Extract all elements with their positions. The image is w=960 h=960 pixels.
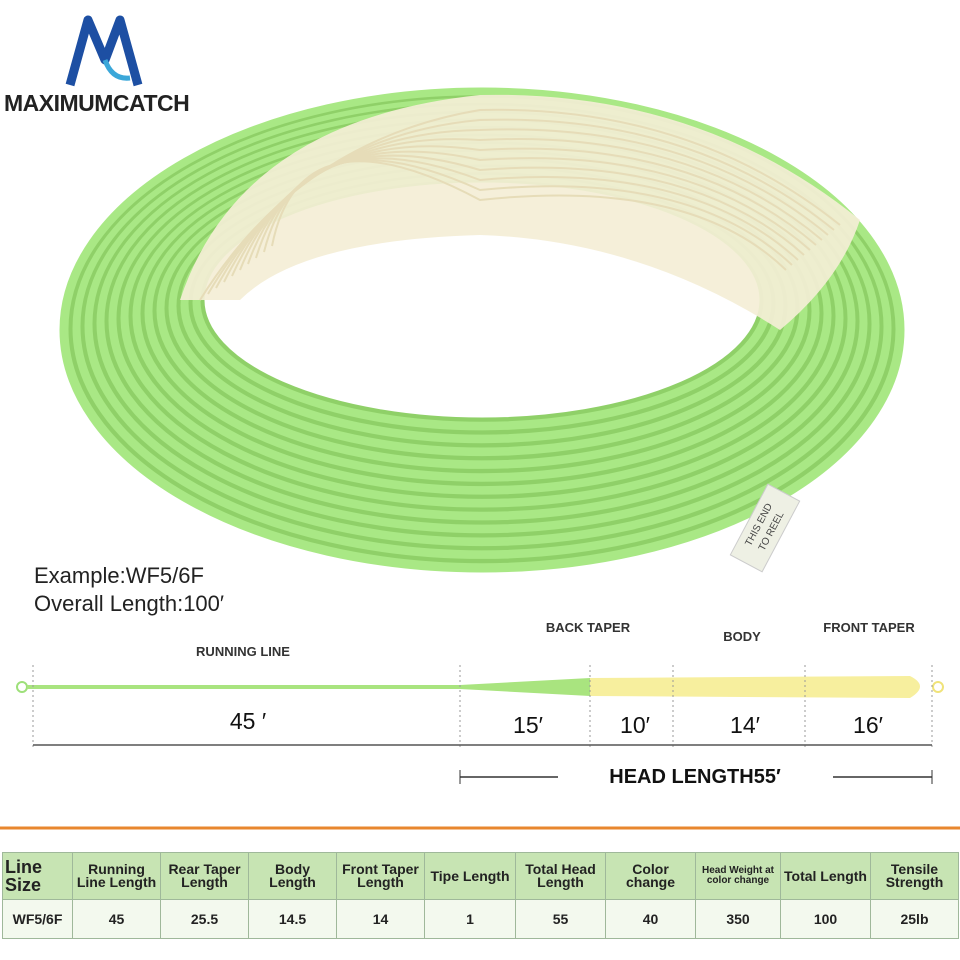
example-label: Example:WF5/6F xyxy=(34,563,204,588)
head-length: HEAD LENGTH55′ xyxy=(609,766,781,788)
column-header: Tipe Length xyxy=(424,852,516,900)
column-header: Head Weight at color change xyxy=(695,852,781,900)
data-row: WF5/6F 45 25.5 14.5 14 1 55 40 350 100 25lb xyxy=(2,899,959,939)
cell: 25lb xyxy=(870,899,959,939)
column-header: Total Length xyxy=(780,852,871,900)
coil-strand xyxy=(63,90,901,569)
section-length: 15′ xyxy=(513,712,543,738)
logo-mark xyxy=(65,15,143,87)
column-header: Running Line Length xyxy=(72,852,161,900)
column-header: Body Length xyxy=(248,852,337,900)
section-length: 14′ xyxy=(730,712,760,738)
section-length: 10′ xyxy=(620,712,650,738)
cell: WF5/6F xyxy=(2,899,73,939)
column-header: Rear Taper Length xyxy=(160,852,249,900)
header-row: Line Size Running Line Length Rear Taper L… xyxy=(2,852,959,900)
cell: 1 xyxy=(424,899,516,939)
section-name: BODY xyxy=(723,629,761,644)
section-length: 16′ xyxy=(853,712,883,738)
column-header: Front Taper Length xyxy=(336,852,425,900)
cell: 25.5 xyxy=(160,899,249,939)
overall-length: Overall Length:100′ xyxy=(34,591,225,616)
cell: 45 xyxy=(72,899,161,939)
cell: 55 xyxy=(515,899,606,939)
section-name: FRONT TAPER xyxy=(823,620,915,635)
section-name: RUNNING LINE xyxy=(196,644,290,659)
column-header: Tensile Strength xyxy=(870,852,959,900)
brand-name: MAXIMUMCATCH xyxy=(4,90,190,116)
section-name: BACK TAPER xyxy=(545,620,631,635)
line-diagram xyxy=(16,665,944,784)
cell: 40 xyxy=(605,899,696,939)
section-length: 45 ′ xyxy=(229,708,267,734)
column-header: Line Size xyxy=(2,852,73,900)
coil-strand xyxy=(271,160,787,271)
cell: 14 xyxy=(336,899,425,939)
column-header: Color change xyxy=(605,852,696,900)
cell: 14.5 xyxy=(248,899,337,939)
cell: 100 xyxy=(780,899,871,939)
fly-line-coil xyxy=(59,87,905,573)
column-header: Total Head Length xyxy=(515,852,606,900)
coil-strand xyxy=(59,87,905,573)
spec-table: Line Size Running Line Length Rear Taper L… xyxy=(2,852,959,939)
cell: 350 xyxy=(695,899,781,939)
